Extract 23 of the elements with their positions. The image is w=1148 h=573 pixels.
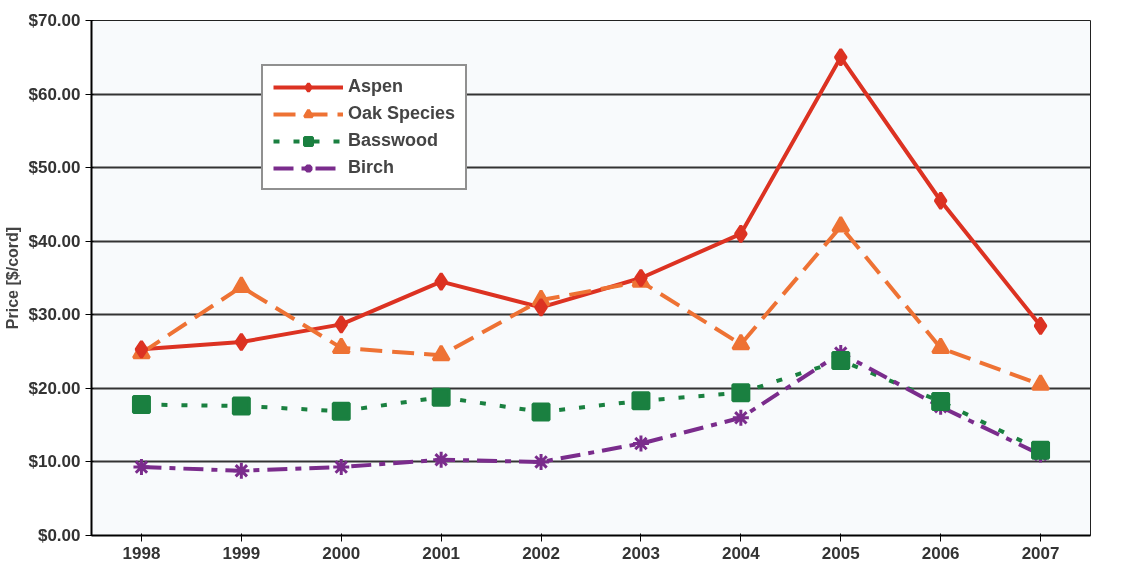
x-tick-label: 1998 <box>122 543 161 563</box>
x-tick-label: 2007 <box>1021 543 1060 563</box>
legend-label: Birch <box>348 157 395 178</box>
y-axis-title: Price [$/cord] <box>3 226 21 330</box>
x-tick-label: 2002 <box>522 543 560 563</box>
x-tick-label: 2006 <box>921 543 960 563</box>
y-tick-label: $30.00 <box>28 305 81 325</box>
x-tick-label: 1999 <box>222 543 261 563</box>
legend-label: Basswood <box>348 130 439 151</box>
legend-label: Oak Species <box>348 103 456 124</box>
y-tick-label: $0.00 <box>37 526 81 545</box>
x-tick-label: 2004 <box>721 543 761 563</box>
y-tick-label: $20.00 <box>28 378 81 398</box>
y-tick-label: $70.00 <box>28 11 81 30</box>
y-tick-label: $10.00 <box>28 452 81 472</box>
y-tick-label: $60.00 <box>28 84 81 104</box>
x-tick-label: 2000 <box>322 543 361 563</box>
y-tick-label: $40.00 <box>28 231 81 251</box>
x-tick-label: 2005 <box>821 543 860 563</box>
x-tick-label: 2003 <box>622 543 660 563</box>
legend-label: Aspen <box>348 76 404 97</box>
y-tick-label: $50.00 <box>28 158 81 178</box>
x-tick-label: 2001 <box>422 543 461 563</box>
